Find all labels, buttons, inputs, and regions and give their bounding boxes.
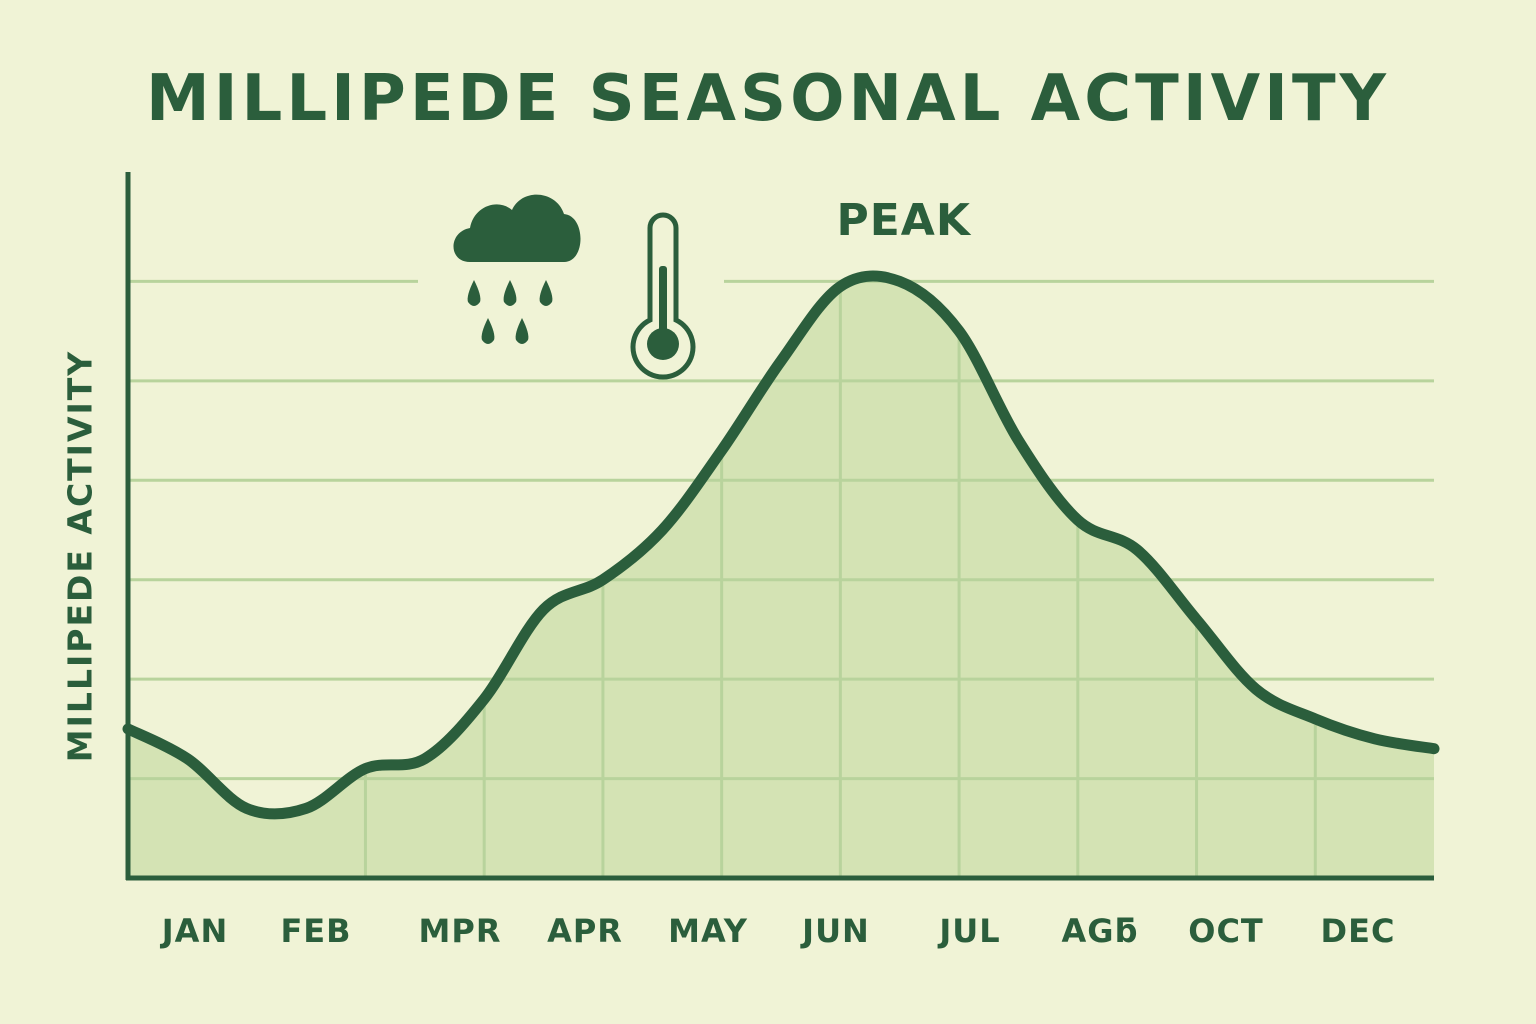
x-tick-label: JUN bbox=[800, 912, 870, 950]
chart-title: MILLIPEDE SEASONAL ACTIVITY bbox=[146, 62, 1390, 136]
x-tick-label: OCT bbox=[1188, 912, 1264, 950]
vertical-gridlines bbox=[363, 292, 1317, 878]
cloud-shape bbox=[453, 194, 581, 262]
thermometer-icon bbox=[630, 212, 696, 380]
thermometer-bulb bbox=[647, 328, 679, 360]
x-tick-label: FEB bbox=[280, 912, 351, 950]
thermometer-outline bbox=[630, 212, 696, 380]
x-tick-label: AGƃ bbox=[1062, 912, 1139, 950]
x-tick-label: JAN bbox=[160, 912, 228, 950]
x-tick-label: MAY bbox=[668, 912, 748, 950]
x-tick-label: DEC bbox=[1321, 912, 1396, 950]
rain-drop bbox=[481, 318, 495, 344]
thermometer-mercury bbox=[659, 266, 667, 336]
series-line bbox=[122, 270, 1440, 820]
x-tick-label: APR bbox=[547, 912, 623, 950]
rain-drop bbox=[503, 280, 517, 306]
rain-cloud-icon bbox=[453, 194, 581, 344]
rain-drop bbox=[515, 318, 529, 344]
rain-drop bbox=[467, 280, 481, 306]
x-tick-labels: JAN FEB MPR APR MAY JUN JUL AGƃ OCT DEC bbox=[160, 912, 1396, 950]
peak-annotation: PEAK bbox=[837, 195, 972, 246]
area-fill bbox=[128, 276, 1434, 878]
x-tick-label: MPR bbox=[419, 912, 502, 950]
x-tick-label: JUL bbox=[937, 912, 1000, 950]
rain-drop bbox=[539, 280, 553, 306]
